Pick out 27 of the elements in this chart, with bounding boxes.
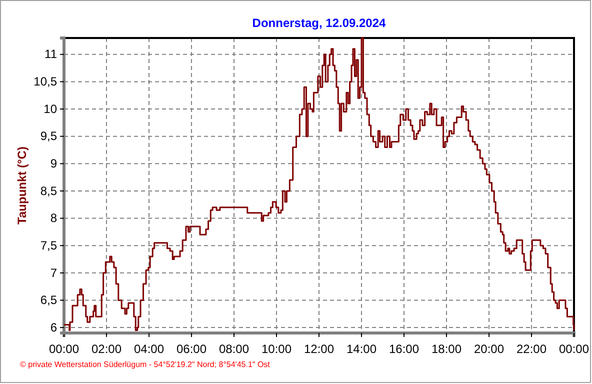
y-tick-label: 6 xyxy=(50,320,58,334)
x-tick-label: 18:00 xyxy=(431,342,462,356)
y-tick-label: 8 xyxy=(50,211,58,226)
y-tick-label: 10,5 xyxy=(34,74,58,89)
x-tick-label: 12:00 xyxy=(304,342,334,356)
y-tick-label: 8,5 xyxy=(40,184,58,198)
y-tick-label: 7,5 xyxy=(40,238,58,252)
y-tick-label: 11 xyxy=(44,47,58,62)
x-tick-label: 06:00 xyxy=(176,342,207,356)
y-tick-label: 10 xyxy=(44,102,58,116)
text: © private Wetterstation Süderlügum - 54°52'19.2" Nord; 8°54'45.1" Ost xyxy=(20,360,271,369)
x-tick-label: 22:00 xyxy=(516,342,547,356)
x-tick-label: 10:00 xyxy=(261,342,292,356)
y-tick-label: 6,5 xyxy=(40,293,58,308)
y-tick-label: 7 xyxy=(50,266,58,280)
chart-title: Donnerstag, 12.09.2024 xyxy=(252,16,386,30)
x-tick-label: 00:00 xyxy=(558,342,590,356)
x-tick-label: 14:00 xyxy=(346,342,377,356)
y-tick-label: 9,5 xyxy=(40,129,58,144)
y-tick-label: 9 xyxy=(50,156,58,170)
x-tick-label: 16:00 xyxy=(388,342,420,356)
x-tick-label: 08:00 xyxy=(218,342,250,356)
y-axis-title: Taupunkt (°C) xyxy=(15,146,29,224)
x-tick-label: 04:00 xyxy=(134,342,164,356)
x-tick-label: 02:00 xyxy=(91,342,122,356)
x-tick-label: 00:00 xyxy=(48,342,80,356)
x-tick-label: 20:00 xyxy=(474,342,504,356)
